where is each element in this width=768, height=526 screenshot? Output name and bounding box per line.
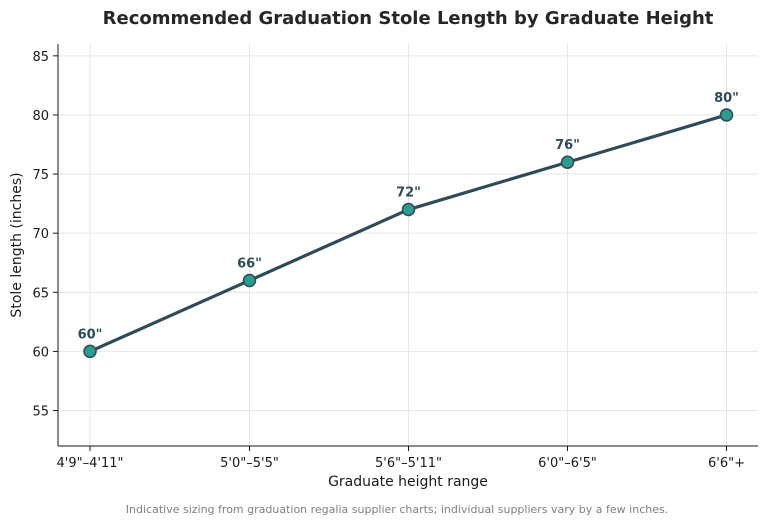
x-tick-label: 6'6"+	[708, 456, 745, 471]
data-labels: 60" 66" 72" 76" 80"	[78, 91, 739, 342]
data-point	[560, 155, 575, 169]
footnote: Indicative sizing from graduation regali…	[126, 503, 668, 516]
x-tick-label: 5'6"–5'11"	[375, 456, 442, 471]
y-axis-label: Stole length (inches)	[9, 172, 25, 317]
x-axis-label: Graduate height range	[328, 474, 488, 490]
x-tick-label: 5'0"–5'5"	[220, 456, 279, 471]
y-tick-label: 80	[32, 109, 49, 124]
chart-title: Recommended Graduation Stole Length by G…	[103, 8, 714, 29]
grid	[58, 44, 758, 446]
data-point	[401, 202, 416, 217]
y-tick-label: 60	[32, 345, 49, 360]
x-tick-label: 4'9"–4'11"	[57, 456, 124, 471]
y-ticks: 55 60 65 70 75 80 85	[32, 50, 58, 420]
series	[83, 108, 734, 359]
y-tick-label: 70	[32, 227, 49, 242]
data-label: 80"	[714, 91, 739, 106]
data-point	[83, 344, 97, 359]
data-label: 76"	[555, 138, 580, 153]
x-tick-label: 6'0"–6'5"	[538, 456, 597, 471]
data-label: 60"	[78, 327, 103, 342]
x-ticks: 4'9"–4'11" 5'0"–5'5" 5'6"–5'11" 6'0"–6'5" 6'…	[57, 446, 745, 471]
data-label: 72"	[396, 186, 421, 201]
data-point	[242, 273, 257, 288]
data-label: 66"	[237, 256, 262, 271]
y-tick-label: 55	[32, 405, 49, 420]
data-point	[719, 108, 734, 122]
y-tick-label: 85	[32, 50, 49, 65]
y-tick-label: 65	[32, 286, 49, 301]
y-tick-label: 75	[32, 168, 49, 183]
